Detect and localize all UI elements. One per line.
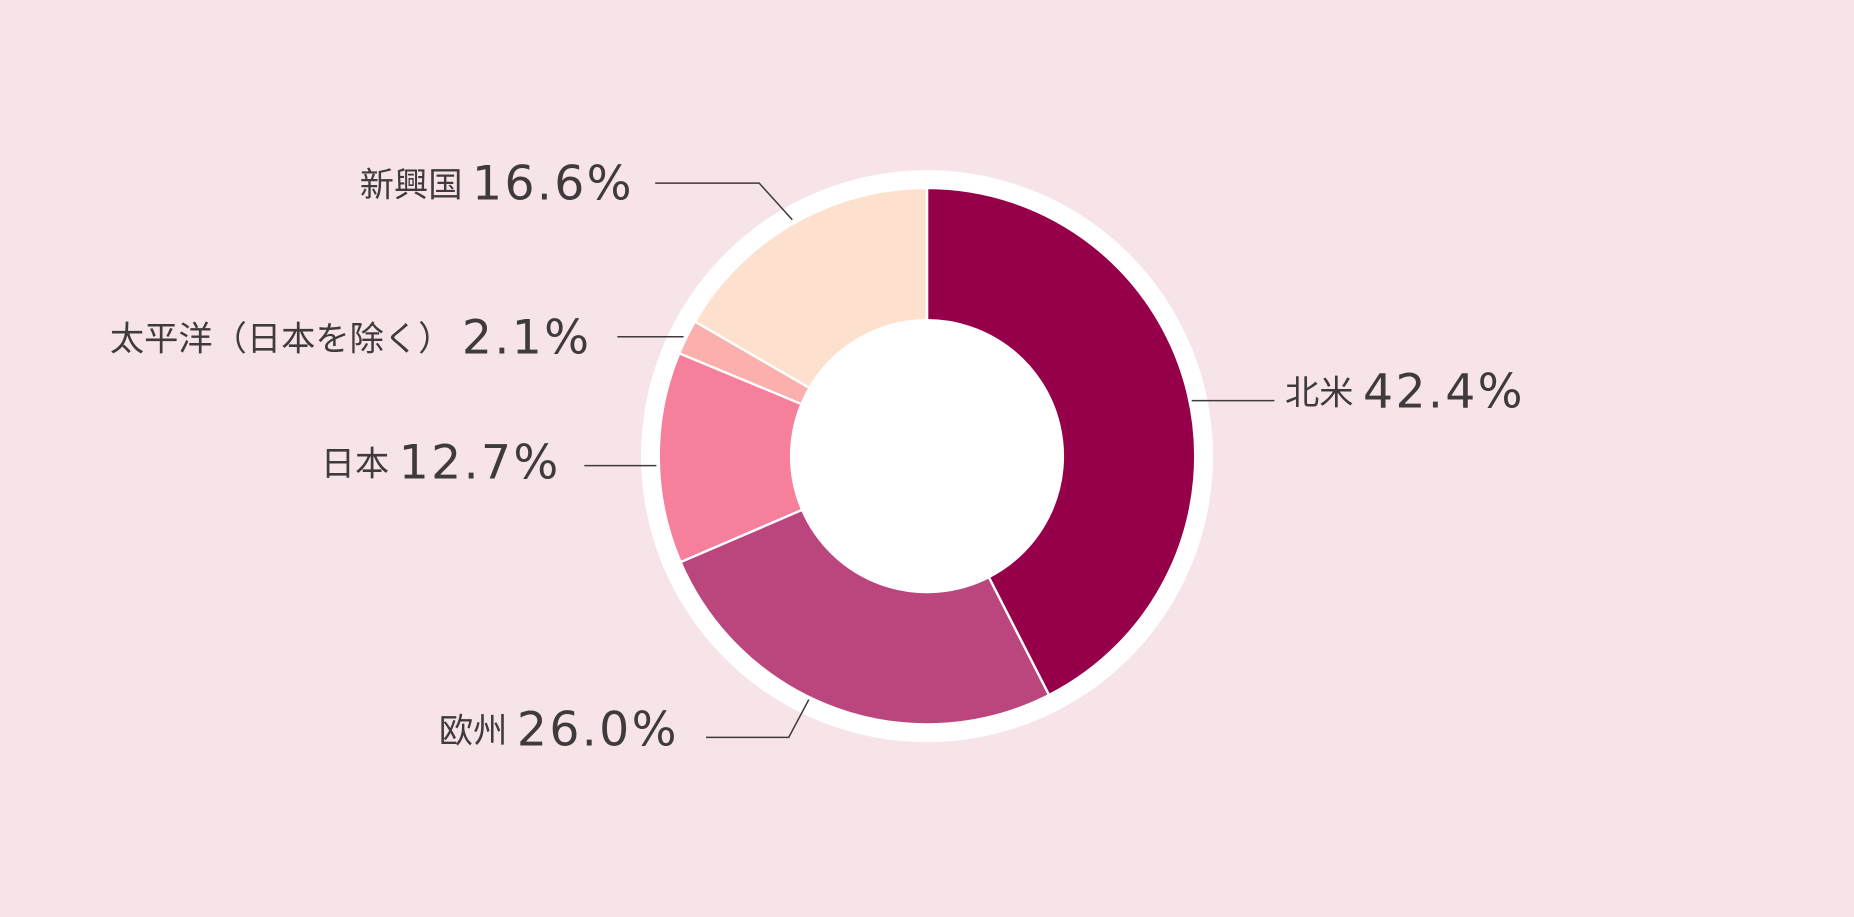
- slice-label: 太平洋（日本を除く） 2.1%: [110, 310, 591, 365]
- value-label: 26.0%: [517, 703, 679, 758]
- value-label: 42.4%: [1363, 365, 1525, 420]
- leader-line: [706, 699, 810, 739]
- value-label: 2.1%: [462, 310, 592, 365]
- slices: [657, 186, 1197, 726]
- slice-label: 北米 42.4%: [1285, 365, 1525, 420]
- slice-label: 欧州 26.0%: [439, 703, 679, 758]
- value-label: 12.7%: [399, 436, 561, 491]
- category-label: 太平洋（日本を除く）: [110, 319, 453, 359]
- donut-hole: [791, 320, 1063, 593]
- value-label: 16.6%: [472, 157, 634, 212]
- category-label: 日本: [321, 444, 390, 484]
- slice-label: 日本 12.7%: [321, 436, 561, 491]
- category-label: 新興国: [360, 165, 463, 205]
- slice-label: 新興国 16.6%: [360, 157, 634, 212]
- category-label: 欧州: [439, 711, 508, 751]
- category-label: 北米: [1285, 373, 1354, 413]
- labels: 北米 42.4% 欧州 26.0% 日本 12.7% 太平洋（日本を除く） 2.1% 新興国 16…: [110, 157, 1525, 758]
- donut-slice: [693, 186, 929, 390]
- leader-line: [655, 182, 793, 221]
